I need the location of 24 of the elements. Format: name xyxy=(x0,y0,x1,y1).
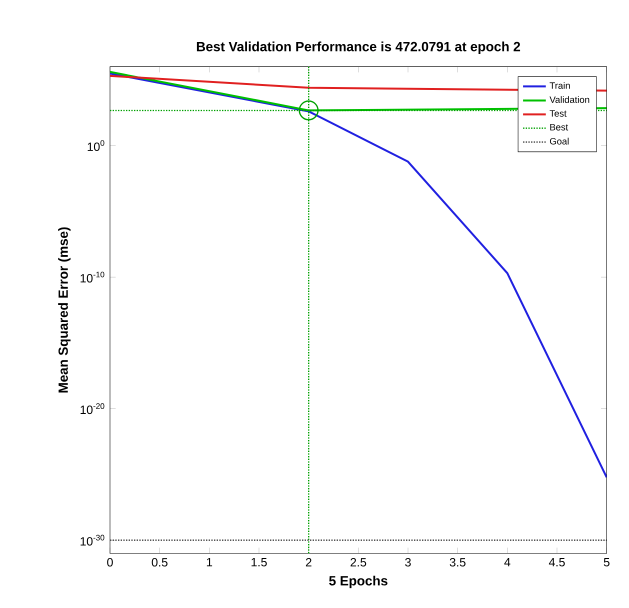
x-tick-label: 4 xyxy=(504,558,510,566)
x-tick-label: 3 xyxy=(405,558,411,567)
y-axis-title: Mean Squared Error (mse) xyxy=(58,227,71,392)
legend-label: Train xyxy=(550,82,570,89)
y-tick-label: 10$^{-20}$ xyxy=(80,403,104,414)
x-axis-title: 5 Epochs xyxy=(329,576,388,588)
line-series xyxy=(110,72,607,478)
legend-label: Best xyxy=(550,124,568,130)
y-tick-label: 10$^{-10}$ xyxy=(80,272,104,283)
x-tick-label: 3.5 xyxy=(450,558,466,567)
legend-label: Test xyxy=(550,110,567,117)
x-tick-label: 5 xyxy=(604,558,610,566)
x-tick-label: 2 xyxy=(306,558,312,566)
legend-label: Goal xyxy=(550,138,569,145)
y-tick-label: 10$^{0}$ xyxy=(88,140,104,152)
x-tick-label: 1 xyxy=(206,558,212,566)
y-tick-label: 10$^{-30}$ xyxy=(80,534,104,546)
x-tick-label: 1.5 xyxy=(252,558,267,566)
x-tick-label: 0.5 xyxy=(152,558,168,567)
x-tick-label: 4.5 xyxy=(548,558,565,566)
chart-title: Best Validation Performance is 472.0791 at epoch 2 xyxy=(196,42,520,54)
legend-label: Validation xyxy=(550,96,590,103)
x-tick-label: 0 xyxy=(107,558,113,567)
x-tick-label: 2.5 xyxy=(350,558,366,567)
